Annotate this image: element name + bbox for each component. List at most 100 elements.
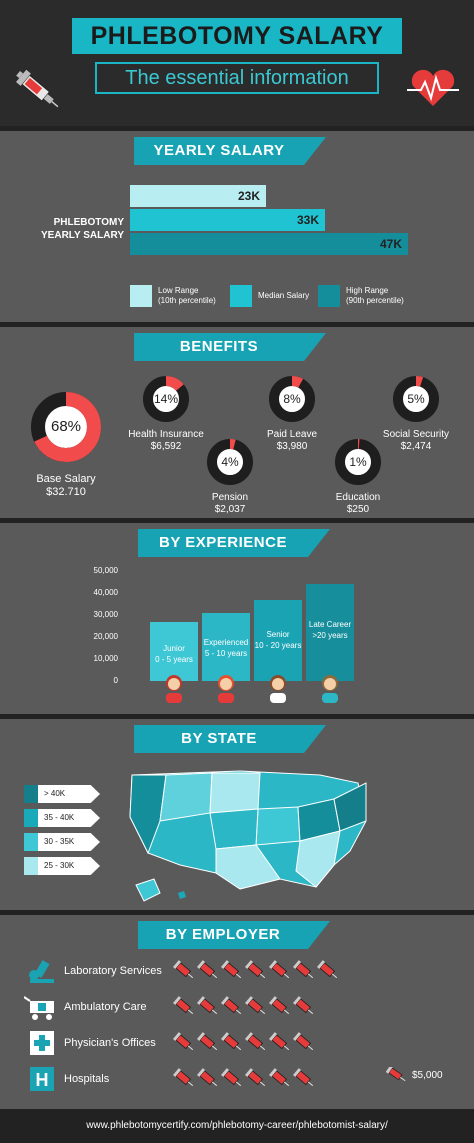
donut-ring <box>207 439 253 485</box>
avatar <box>266 673 290 703</box>
syringe-icon <box>292 959 316 983</box>
experience-bar-line: Late Career <box>308 620 352 630</box>
state-legend-label: 25 - 30K <box>38 857 100 875</box>
donut-ring <box>31 392 101 462</box>
syringe-icon <box>292 1067 316 1091</box>
benefit-name: Health Insurance <box>128 429 204 440</box>
microscope-icon <box>24 957 58 985</box>
experience-bar: Senior 10 - 20 years <box>254 599 302 681</box>
syringe-icon <box>244 1031 268 1055</box>
legend-line: (90th percentile) <box>346 296 404 305</box>
benefit-label: Health Insurance $6,592 <box>120 429 212 453</box>
legend-label: High Range (90th percentile) <box>346 286 404 306</box>
benefit-pct: 4% <box>221 455 239 469</box>
donut-fill <box>143 376 189 422</box>
benefits-banner: BENEFITS <box>134 333 326 361</box>
avatar <box>318 673 342 703</box>
syringe-icon <box>196 1031 220 1055</box>
benefit-name: Social Security <box>382 429 450 440</box>
experience-bar-line: Senior <box>266 629 290 639</box>
axis-tick-label: 0 <box>113 676 118 685</box>
avatar <box>214 673 238 703</box>
syringe-icon <box>196 995 220 1019</box>
yearly-legend-item: High Range (90th percentile) <box>318 285 404 307</box>
employer-legend: $5,000 <box>386 1067 443 1083</box>
syringe-icon <box>196 959 220 983</box>
employer-rows: Laboratory Services Ambulatory Care Physic… <box>0 915 474 1114</box>
cart-icon <box>23 993 58 1021</box>
experience-banner: BY EXPERIENCE <box>138 529 330 557</box>
svg-text:H: H <box>36 1070 49 1090</box>
donut-ring <box>335 439 381 485</box>
benefit-amount: $6,592 <box>150 441 182 452</box>
state-legend-item: > 40K <box>24 785 100 803</box>
axis-tick-label: 20,000 <box>93 632 118 641</box>
syringe-icon <box>244 995 268 1019</box>
syringe-icon <box>268 995 292 1019</box>
employer-legend-value: $5,000 <box>412 1069 443 1081</box>
state-legend-label: 35 - 40K <box>38 809 100 827</box>
benefit-amount: $32.710 <box>46 486 86 498</box>
experience-bar-line: 10 - 20 years <box>254 640 302 650</box>
benefit-label: Base Salary $32.710 <box>16 473 116 499</box>
footer-url[interactable]: www.phlebotomycertify.com/phlebotomy-car… <box>0 1109 474 1143</box>
legend-line: Low Range <box>158 286 199 295</box>
state-legend-label: > 40K <box>38 785 100 803</box>
benefit-label: Paid Leave $3,980 <box>246 429 338 453</box>
state-legend-item: 25 - 30K <box>24 857 100 875</box>
benefit-name: Education <box>335 492 381 503</box>
legend-label: Median Salary <box>258 291 309 301</box>
benefit-label: Pension $2,037 <box>184 492 276 516</box>
experience-bar: Late Career >20 years <box>306 584 354 681</box>
syringe-icon <box>244 1067 268 1091</box>
donut-ring <box>269 376 315 422</box>
experience-bar-line: 5 - 10 years <box>204 649 248 659</box>
experience-section: BY EXPERIENCE 50,000 40,000 30,000 20,000 10… <box>0 518 474 714</box>
page-subtitle: The essential information <box>95 62 379 94</box>
page-title: PHLEBOTOMY SALARY <box>72 18 402 54</box>
benefit-pct: 8% <box>283 392 301 406</box>
yearly-legend-item: Median Salary <box>230 285 309 307</box>
donut-fill <box>335 439 381 485</box>
state-legend-label: 30 - 35K <box>38 833 100 851</box>
syringe-icon <box>292 995 316 1019</box>
axis-tick-label: 30,000 <box>93 610 118 619</box>
syringe-icon <box>220 995 244 1019</box>
state-legend-swatch <box>24 809 38 827</box>
heart-pulse-icon <box>407 69 459 106</box>
benefits-section: BENEFITS 68% Base Salary $32.710 14% Health … <box>0 322 474 518</box>
benefit-pct: 68% <box>50 418 82 435</box>
benefit-amount: $2,037 <box>214 504 246 515</box>
syringe-icon <box>386 1067 406 1082</box>
axis-tick-label: 10,000 <box>93 654 118 663</box>
syringe-icon <box>244 959 268 983</box>
benefit-label: Education $250 <box>312 492 404 516</box>
benefit-name: Pension <box>211 492 249 503</box>
syringe-icon <box>220 959 244 983</box>
syringe-icon <box>16 69 59 108</box>
yearly-row-label: PHLEBOTOMY YEARLY SALARY <box>41 217 124 241</box>
benefit-name: Paid Leave <box>266 429 318 440</box>
state-legend-swatch <box>24 833 38 851</box>
benefit-pct: 14% <box>153 392 179 406</box>
experience-bar-line: Junior <box>163 643 185 653</box>
benefit-pct: 1% <box>349 455 367 469</box>
donut-fill <box>393 376 439 422</box>
state-banner: BY STATE <box>134 725 326 753</box>
legend-line: Median Salary <box>258 291 310 300</box>
benefits-area: 68% Base Salary $32.710 14% Health Insurance… <box>0 327 474 523</box>
legend-swatch <box>130 285 152 307</box>
donut-ring <box>393 376 439 422</box>
syringe-icon <box>220 1031 244 1055</box>
yearly-bar: 47K <box>130 233 408 255</box>
hospital-h-icon: H <box>24 1065 58 1093</box>
syringe-icon <box>172 1067 196 1091</box>
syringe-icon <box>172 1031 196 1055</box>
experience-bar: Experienced 5 - 10 years <box>202 612 250 681</box>
syringe-icon <box>292 1031 316 1055</box>
state-legend-swatch <box>24 857 38 875</box>
experience-bar-label: Senior 10 - 20 years <box>254 629 302 651</box>
syringe-icon <box>268 1031 292 1055</box>
experience-bar: Junior 0 - 5 years <box>150 621 198 681</box>
legend-label: Low Range (10th percentile) <box>158 286 216 306</box>
